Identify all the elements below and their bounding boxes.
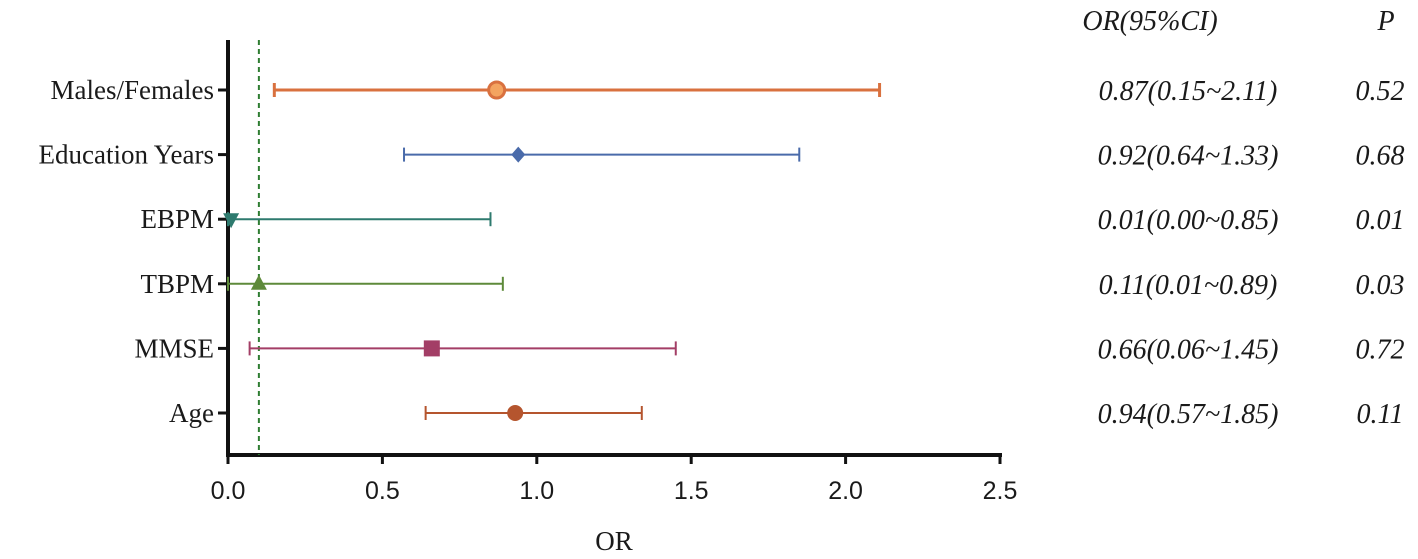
p-value: 0.03 [1356,270,1405,301]
p-value: 0.52 [1356,76,1405,107]
forest-row: Education Years [39,140,801,170]
row-label: MMSE [134,333,214,363]
x-axis-label: OR [595,526,633,556]
p-value: 0.11 [1357,399,1404,430]
x-tick-label: 1.5 [674,477,709,505]
or-point [507,405,524,421]
or-point [223,213,240,229]
plot-axes: 0.0 0.5 1.0 1.5 2.0 2.5 [211,40,1018,505]
header-or-ci: OR(95%CI) [1082,6,1217,37]
or-point [511,146,526,163]
x-tick-label: 0.5 [365,477,400,505]
x-tick-label: 1.0 [519,477,554,505]
forest-row: MMSE [134,333,677,363]
row-label: Age [169,398,214,428]
x-tick-label: 2.0 [828,477,863,505]
or-ci-value: 0.92(0.64~1.33) [1098,141,1279,172]
row-label: TBPM [140,269,214,299]
row-label: EBPM [140,204,214,234]
or-ci-value: 0.94(0.57~1.85) [1098,399,1279,430]
forest-row: Age [169,398,643,428]
or-ci-value: 0.01(0.00~0.85) [1098,205,1279,236]
or-ci-value: 0.87(0.15~2.11) [1099,76,1278,107]
p-value: 0.01 [1356,205,1405,236]
header-p: P [1376,6,1394,37]
x-tick-label: 2.5 [983,477,1018,505]
or-ci-value: 0.11(0.01~0.89) [1099,270,1278,301]
plot-rows: Males/Females Education Years EBPM TBPM MMSE… [39,75,882,428]
forest-row: TBPM [140,269,504,299]
or-point [487,80,507,100]
x-tick-label: 0.0 [211,477,246,505]
or-ci-value: 0.66(0.06~1.45) [1098,334,1279,365]
or-point [250,274,267,290]
row-label: Males/Females [51,75,214,105]
forest-row: EBPM [140,204,492,234]
row-label: Education Years [39,140,214,170]
or-table: OR(95%CI) P 0.87(0.15~2.11) 0.52 0.92(0.64~1… [1082,6,1404,430]
p-value: 0.72 [1356,334,1405,365]
p-value: 0.68 [1356,141,1405,172]
or-point [423,340,440,357]
forest-row: Males/Females [51,75,882,105]
